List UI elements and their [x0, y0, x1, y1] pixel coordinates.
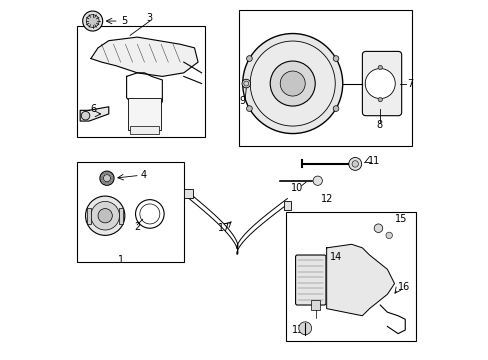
- Text: 17: 17: [218, 222, 230, 233]
- Circle shape: [244, 81, 248, 86]
- Circle shape: [140, 204, 160, 224]
- Circle shape: [81, 111, 90, 120]
- Circle shape: [250, 41, 335, 126]
- Circle shape: [135, 200, 164, 228]
- Circle shape: [373, 224, 382, 233]
- Circle shape: [242, 33, 342, 134]
- Bar: [239, 10, 411, 146]
- Bar: [87, 207, 91, 224]
- Circle shape: [365, 68, 394, 99]
- Circle shape: [332, 56, 338, 62]
- Circle shape: [298, 322, 311, 335]
- Circle shape: [348, 157, 361, 170]
- Text: 7: 7: [406, 78, 412, 89]
- Bar: [77, 26, 205, 137]
- Circle shape: [377, 65, 382, 69]
- Circle shape: [100, 171, 114, 185]
- Circle shape: [98, 208, 112, 223]
- Text: 6: 6: [91, 104, 97, 113]
- Circle shape: [312, 176, 322, 185]
- Circle shape: [270, 61, 315, 106]
- Circle shape: [280, 71, 305, 96]
- Bar: [285, 212, 415, 341]
- Text: 15: 15: [394, 214, 406, 224]
- Bar: [77, 162, 183, 262]
- Bar: [310, 300, 319, 310]
- Text: 13: 13: [291, 325, 304, 335]
- Polygon shape: [91, 37, 198, 76]
- Text: 3: 3: [146, 13, 153, 23]
- Circle shape: [86, 15, 99, 27]
- Text: 8: 8: [376, 120, 382, 130]
- Polygon shape: [80, 107, 108, 121]
- FancyBboxPatch shape: [295, 255, 325, 305]
- Text: 2: 2: [134, 222, 140, 232]
- Circle shape: [246, 106, 252, 111]
- Text: 4: 4: [141, 170, 147, 180]
- Circle shape: [377, 98, 382, 102]
- Circle shape: [246, 56, 252, 62]
- Circle shape: [351, 161, 358, 167]
- Polygon shape: [326, 244, 394, 316]
- Bar: [128, 98, 160, 130]
- Text: 1: 1: [118, 255, 124, 265]
- Circle shape: [103, 175, 110, 182]
- Circle shape: [82, 11, 102, 31]
- Bar: [283, 202, 290, 210]
- Bar: [130, 126, 159, 134]
- Text: 11: 11: [367, 157, 379, 166]
- Text: 5: 5: [121, 16, 127, 26]
- Text: 14: 14: [329, 252, 341, 262]
- Circle shape: [332, 106, 338, 111]
- Circle shape: [91, 202, 119, 230]
- Circle shape: [85, 196, 124, 235]
- Text: 16: 16: [397, 282, 409, 292]
- Text: 10: 10: [291, 183, 303, 193]
- FancyBboxPatch shape: [362, 51, 401, 116]
- Bar: [119, 207, 123, 224]
- Bar: [183, 189, 192, 198]
- Circle shape: [242, 79, 250, 88]
- Text: 12: 12: [320, 194, 332, 204]
- Text: 9: 9: [239, 96, 244, 107]
- Circle shape: [385, 232, 391, 239]
